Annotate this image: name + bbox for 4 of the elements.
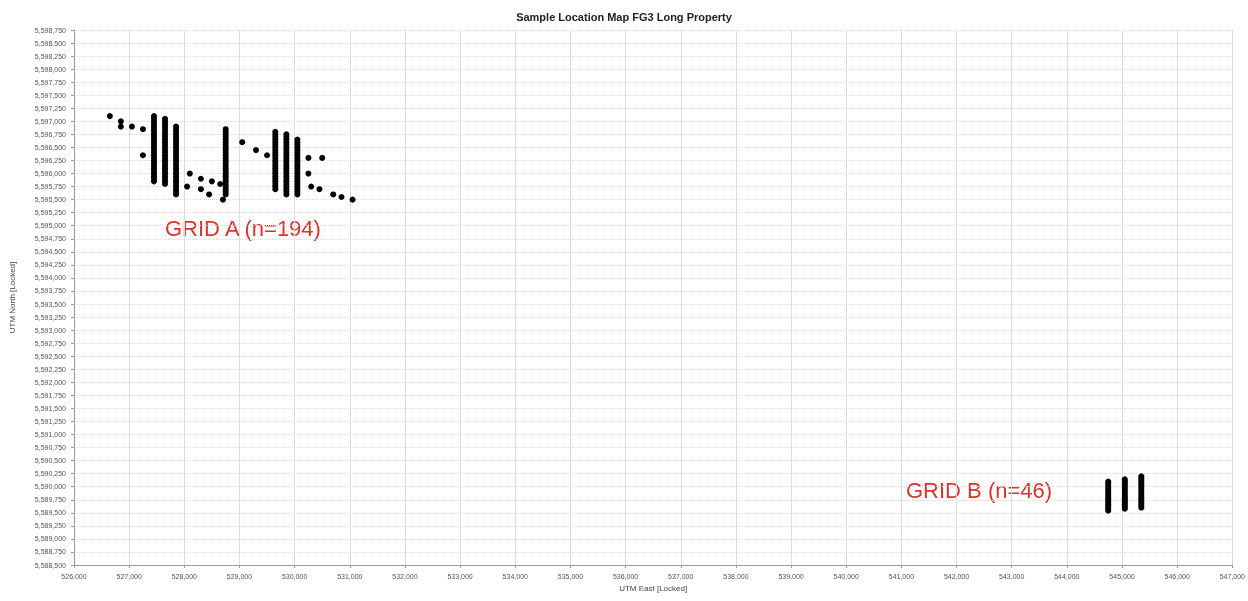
- annotation: GRID B (n=46): [906, 477, 1053, 503]
- y-axis-title: UTM North [Locked]: [7, 261, 17, 334]
- chart-title: Sample Location Map FG3 Long Property: [516, 10, 733, 23]
- x-axis-title: UTM East [Locked]: [619, 584, 688, 594]
